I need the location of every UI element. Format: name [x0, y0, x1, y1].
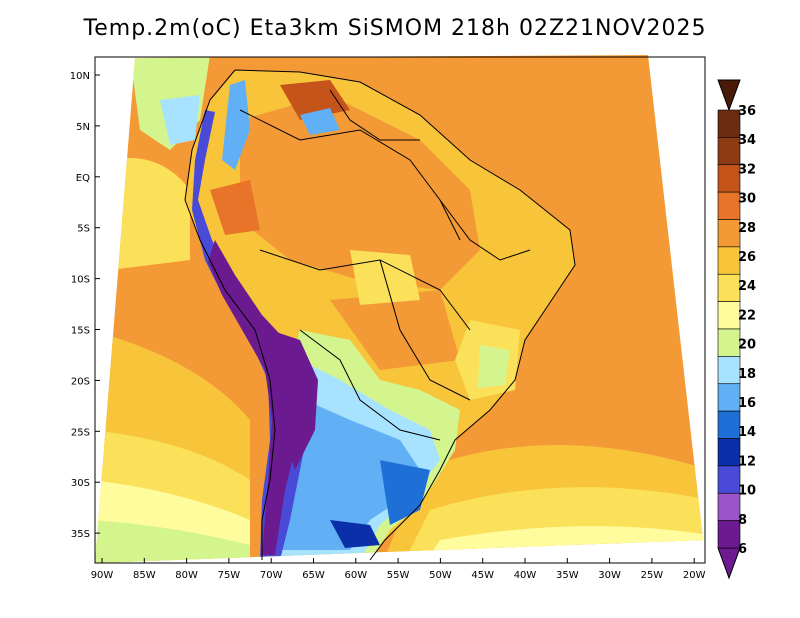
colorbar-segment: [717, 246, 741, 275]
colorbar-label: 22: [738, 308, 756, 323]
latitude-axis: 10N 5N EQ 5S 10S 15S 20S 25S 30S 35S: [70, 71, 100, 540]
lon-tick-label: 45W: [471, 570, 494, 581]
lon-tick-label: 50W: [429, 570, 452, 581]
lat-tick-label: 15S: [71, 326, 90, 337]
colorbar-label: 16: [738, 396, 756, 411]
colorbar-label: 18: [738, 367, 756, 382]
colorbar-label: 12: [738, 454, 756, 469]
colorbar-label: 10: [738, 484, 756, 499]
lat-tick-label: 5N: [76, 122, 90, 133]
colorbar-bottom-arrow: [717, 547, 741, 580]
lon-tick-label: 60W: [344, 570, 367, 581]
lat-tick-label: 25S: [71, 427, 90, 438]
map-title: Temp.2m(oC) Eta3km SiSMOM 218h 02Z21NOV2…: [83, 16, 707, 41]
lat-tick-label: 10S: [71, 275, 90, 286]
lon-tick-label: 70W: [260, 570, 283, 581]
lon-tick-label: 75W: [218, 570, 241, 581]
colorbar-segment: [717, 356, 741, 385]
lon-tick-label: 80W: [175, 570, 198, 581]
lat-tick-label: 35S: [71, 529, 90, 540]
colorbar-segment: [717, 383, 741, 412]
lon-tick-label: 20W: [683, 570, 706, 581]
lon-tick-label: 40W: [514, 570, 537, 581]
coastline-borders: [184, 69, 576, 561]
lon-tick-label: 35W: [556, 570, 579, 581]
lon-tick-label: 65W: [302, 570, 325, 581]
colorbar-label: 26: [738, 250, 756, 265]
lon-tick-label: 25W: [641, 570, 664, 581]
colorbar-label: 36: [738, 104, 756, 119]
colorbar-label: 28: [738, 221, 756, 236]
colorbar-segment: [717, 465, 741, 494]
lon-tick-label: 85W: [133, 570, 156, 581]
colorbar-label: 24: [738, 279, 756, 294]
colorbar-segment: [717, 137, 741, 166]
lat-tick-label: EQ: [76, 173, 90, 184]
lat-tick-label: 20S: [71, 376, 90, 387]
colorbar-label: 14: [738, 425, 756, 440]
colorbar-segment: [717, 109, 741, 138]
colorbar-segment: [717, 301, 741, 330]
lat-tick-label: 5S: [77, 224, 90, 235]
colorbar-label: 34: [738, 133, 756, 148]
colorbar-segment: [717, 273, 741, 302]
lat-tick-label: 10N: [70, 71, 90, 82]
colorbar-label: 6: [738, 542, 747, 557]
lat-tick-label: 30S: [71, 478, 90, 489]
temperature-field: [95, 55, 703, 563]
colorbar-segment: [717, 164, 741, 193]
colorbar-top-arrow: [717, 79, 741, 112]
colorbar-segment: [717, 219, 741, 248]
lon-tick-label: 30W: [598, 570, 621, 581]
colorbar-label: 30: [738, 192, 756, 207]
colorbar-segment: [717, 191, 741, 220]
colorbar-segment: [717, 520, 741, 549]
colorbar-segment: [717, 328, 741, 357]
colorbar: 36 34 32 30 28 26 24 22 20 18 16 14 12 10 8 6: [717, 79, 756, 580]
lon-tick-label: 90W: [91, 570, 114, 581]
lon-tick-label: 55W: [387, 570, 410, 581]
colorbar-label: 32: [738, 162, 756, 177]
map-frame: [94, 56, 706, 564]
colorbar-segment: [717, 438, 741, 467]
colorbar-segment: [717, 492, 741, 521]
colorbar-label: 8: [738, 513, 747, 528]
colorbar-segment: [717, 410, 741, 439]
colorbar-label: 20: [738, 338, 756, 353]
longitude-axis: 90W 85W 80W 75W 70W 65W 60W 55W 50W 45W 40W 35W 30W 2…: [91, 558, 706, 581]
